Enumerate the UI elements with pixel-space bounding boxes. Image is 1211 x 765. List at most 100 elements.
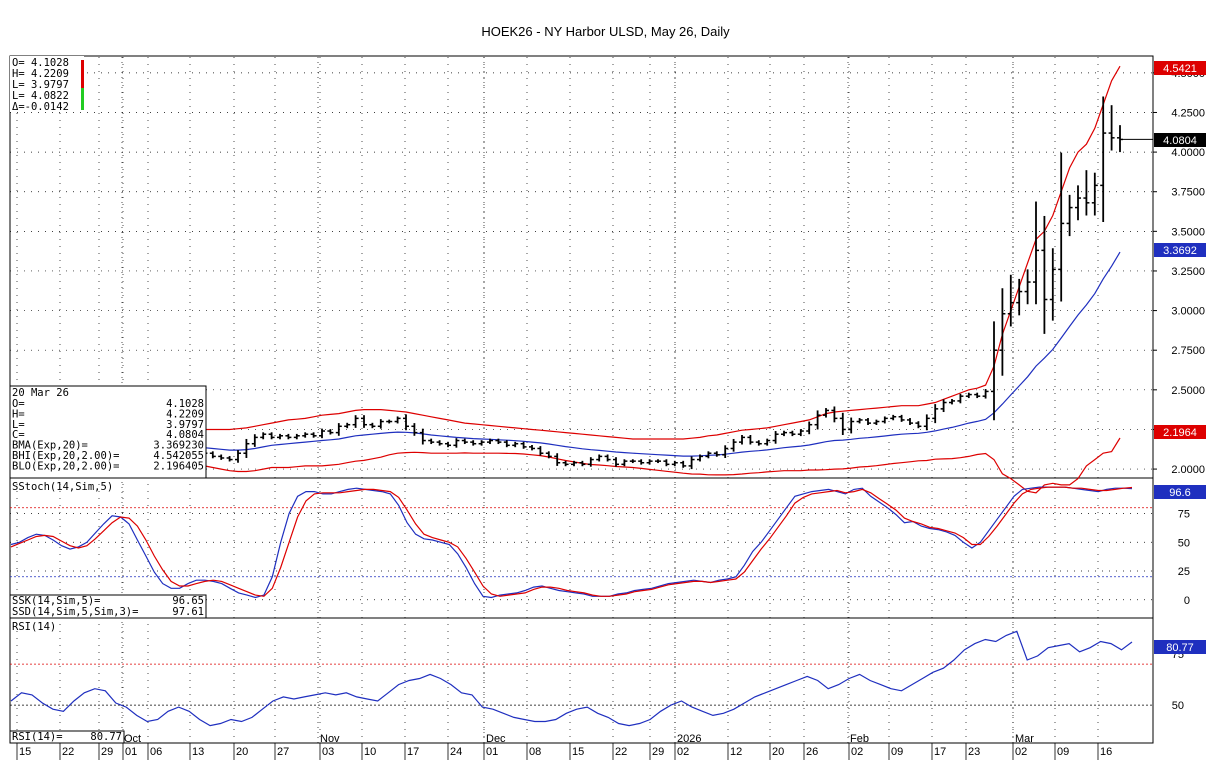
x-day-label: 09 (1057, 746, 1069, 758)
x-day-label: 23 (968, 746, 980, 758)
rsi-panel (10, 630, 1153, 727)
ohlc-range-bar-red (81, 60, 84, 88)
y-tick-label: 3.7500 (1171, 187, 1205, 199)
chart-title: HOEK26 - NY Harbor ULSD, May 26, Daily (481, 24, 730, 39)
x-day-label: 17 (407, 746, 419, 758)
y-tick-label: 3.2500 (1171, 266, 1205, 278)
ssd-line (10, 486, 1133, 597)
y-tick-label: 2.5000 (1171, 385, 1205, 397)
grid-layer (10, 57, 1153, 743)
x-day-label: 26 (806, 746, 818, 758)
x-day-label: 02 (1015, 746, 1027, 758)
ssd-value: 97.61 (172, 606, 204, 618)
rsi-value: 80.77 (90, 731, 122, 743)
info-row-value: 2.196405 (153, 460, 204, 472)
x-day-label: 01 (486, 746, 498, 758)
ohlc-readout: O= 4.1028 H= 4.2209 L= 3.9797 L= 4.0822 … (10, 56, 84, 113)
bollinger-mid-line (195, 251, 1121, 457)
info-row-label: L= (12, 419, 25, 431)
stoch-tag-text: 96.6 (1169, 487, 1190, 499)
stoch-y-tick-label: 50 (1178, 537, 1190, 549)
rsi-line (10, 630, 1133, 727)
x-day-label: 15 (19, 746, 31, 758)
stoch-legend: SStoch(14,Sim,5) SSK(14,Sim,5)= 96.65 SS… (9, 481, 207, 619)
info-row-value: 3.369230 (153, 440, 204, 452)
info-row-value: 3.9797 (166, 419, 204, 431)
x-day-label: 17 (934, 746, 946, 758)
stoch-y-tick-label: 25 (1178, 566, 1190, 578)
stoch-y-tick-label: 0 (1184, 595, 1190, 607)
x-day-label: 01 (125, 746, 137, 758)
x-day-label: 29 (101, 746, 113, 758)
x-day-label: 15 (572, 746, 584, 758)
info-row-label: BLO(Exp,20,2.00)= (12, 460, 119, 472)
x-day-label: 13 (192, 746, 204, 758)
info-row-label: H= (12, 408, 25, 420)
x-day-label: 03 (322, 746, 334, 758)
y-tick-label: 4.2500 (1171, 107, 1205, 119)
ohlc-line-low: L= 3.9797 (12, 79, 69, 91)
x-day-label: 12 (730, 746, 742, 758)
info-date: 20 Mar 26 (12, 387, 69, 399)
bollinger-lower-line (195, 437, 1121, 494)
x-day-label: 29 (652, 746, 664, 758)
x-month-label: Mar (1015, 733, 1034, 745)
x-month-label: 2026 (677, 733, 701, 745)
info-box: 20 Mar 26 O= 4.1028 H= 4.2209 L= 3.9797 C= 4.08… (9, 385, 207, 479)
bma-tag-text: 3.3692 (1163, 245, 1197, 257)
x-month-label: Nov (320, 733, 340, 745)
ssk-line (10, 486, 1133, 599)
y-tick-label: 3.0000 (1171, 306, 1205, 318)
ohlc-line-open: O= 4.1028 (12, 57, 69, 69)
y-tick-label: 4.0000 (1171, 147, 1205, 159)
info-row-label: O= (12, 398, 25, 410)
x-month-label: Dec (486, 733, 506, 745)
x-day-label: 02 (851, 746, 863, 758)
ohlc-line-change: Δ=-0.0142 (12, 101, 69, 113)
stoch-title: SStoch(14,Sim,5) (12, 481, 113, 493)
rsi-legend: RSI(14) RSI(14)= 80.77 (9, 621, 125, 744)
x-month-label: Oct (124, 733, 141, 745)
info-row-label: C= (12, 429, 25, 441)
ohlc-line-high: H= 4.2209 (12, 68, 69, 80)
ohlc-range-bar-green (81, 88, 84, 110)
x-day-label: 10 (364, 746, 376, 758)
rsi-tag (1154, 640, 1206, 654)
y-tick-label: 3.5000 (1171, 226, 1205, 238)
bollinger-upper-line (196, 65, 1121, 440)
value-tags: 4.5421 4.0804 3.3692 2.1964 96.6 80.77 (1154, 61, 1206, 654)
bma-tag (1154, 243, 1206, 257)
price-panel (193, 65, 1153, 494)
info-row-value: 4.1028 (166, 398, 204, 410)
ssd-label: SSD(14,Sim,5,Sim,3)= (12, 606, 138, 618)
stoch-y-tick-label: 75 (1178, 509, 1190, 521)
bhi-tag-text: 4.5421 (1163, 63, 1197, 75)
stochastic-panel (10, 486, 1153, 599)
x-month-label: Feb (850, 733, 869, 745)
x-day-label: 09 (891, 746, 903, 758)
info-row-label: BHI(Exp,20,2.00)= (12, 450, 119, 462)
rsi-y-tick-label: 50 (1172, 700, 1184, 712)
rsi-label: RSI(14)= (12, 731, 63, 743)
x-day-label: 22 (615, 746, 627, 758)
ohlc-line-last: L= 4.0822 (12, 90, 69, 102)
info-row-value: 4.0804 (166, 429, 204, 441)
info-row-value: 4.542055 (153, 450, 204, 462)
axis-layer: 2.00002.25002.50002.75003.00003.25003.50… (16, 68, 1205, 760)
bhi-tag (1154, 61, 1206, 75)
close-tag-text: 4.0804 (1163, 135, 1197, 147)
ssk-value: 96.65 (172, 595, 204, 607)
x-day-label: 08 (529, 746, 541, 758)
ssk-label: SSK(14,Sim,5)= (12, 595, 101, 607)
x-day-label: 24 (450, 746, 462, 758)
y-tick-label: 2.7500 (1171, 345, 1205, 357)
x-day-label: 22 (62, 746, 74, 758)
blo-tag-text: 2.1964 (1163, 427, 1197, 439)
stoch-tag (1154, 485, 1206, 499)
x-day-label: 27 (277, 746, 289, 758)
x-day-label: 20 (772, 746, 784, 758)
info-row-label: BMA(Exp,20)= (12, 440, 88, 452)
blo-tag (1154, 425, 1206, 439)
close-tag (1154, 133, 1206, 147)
